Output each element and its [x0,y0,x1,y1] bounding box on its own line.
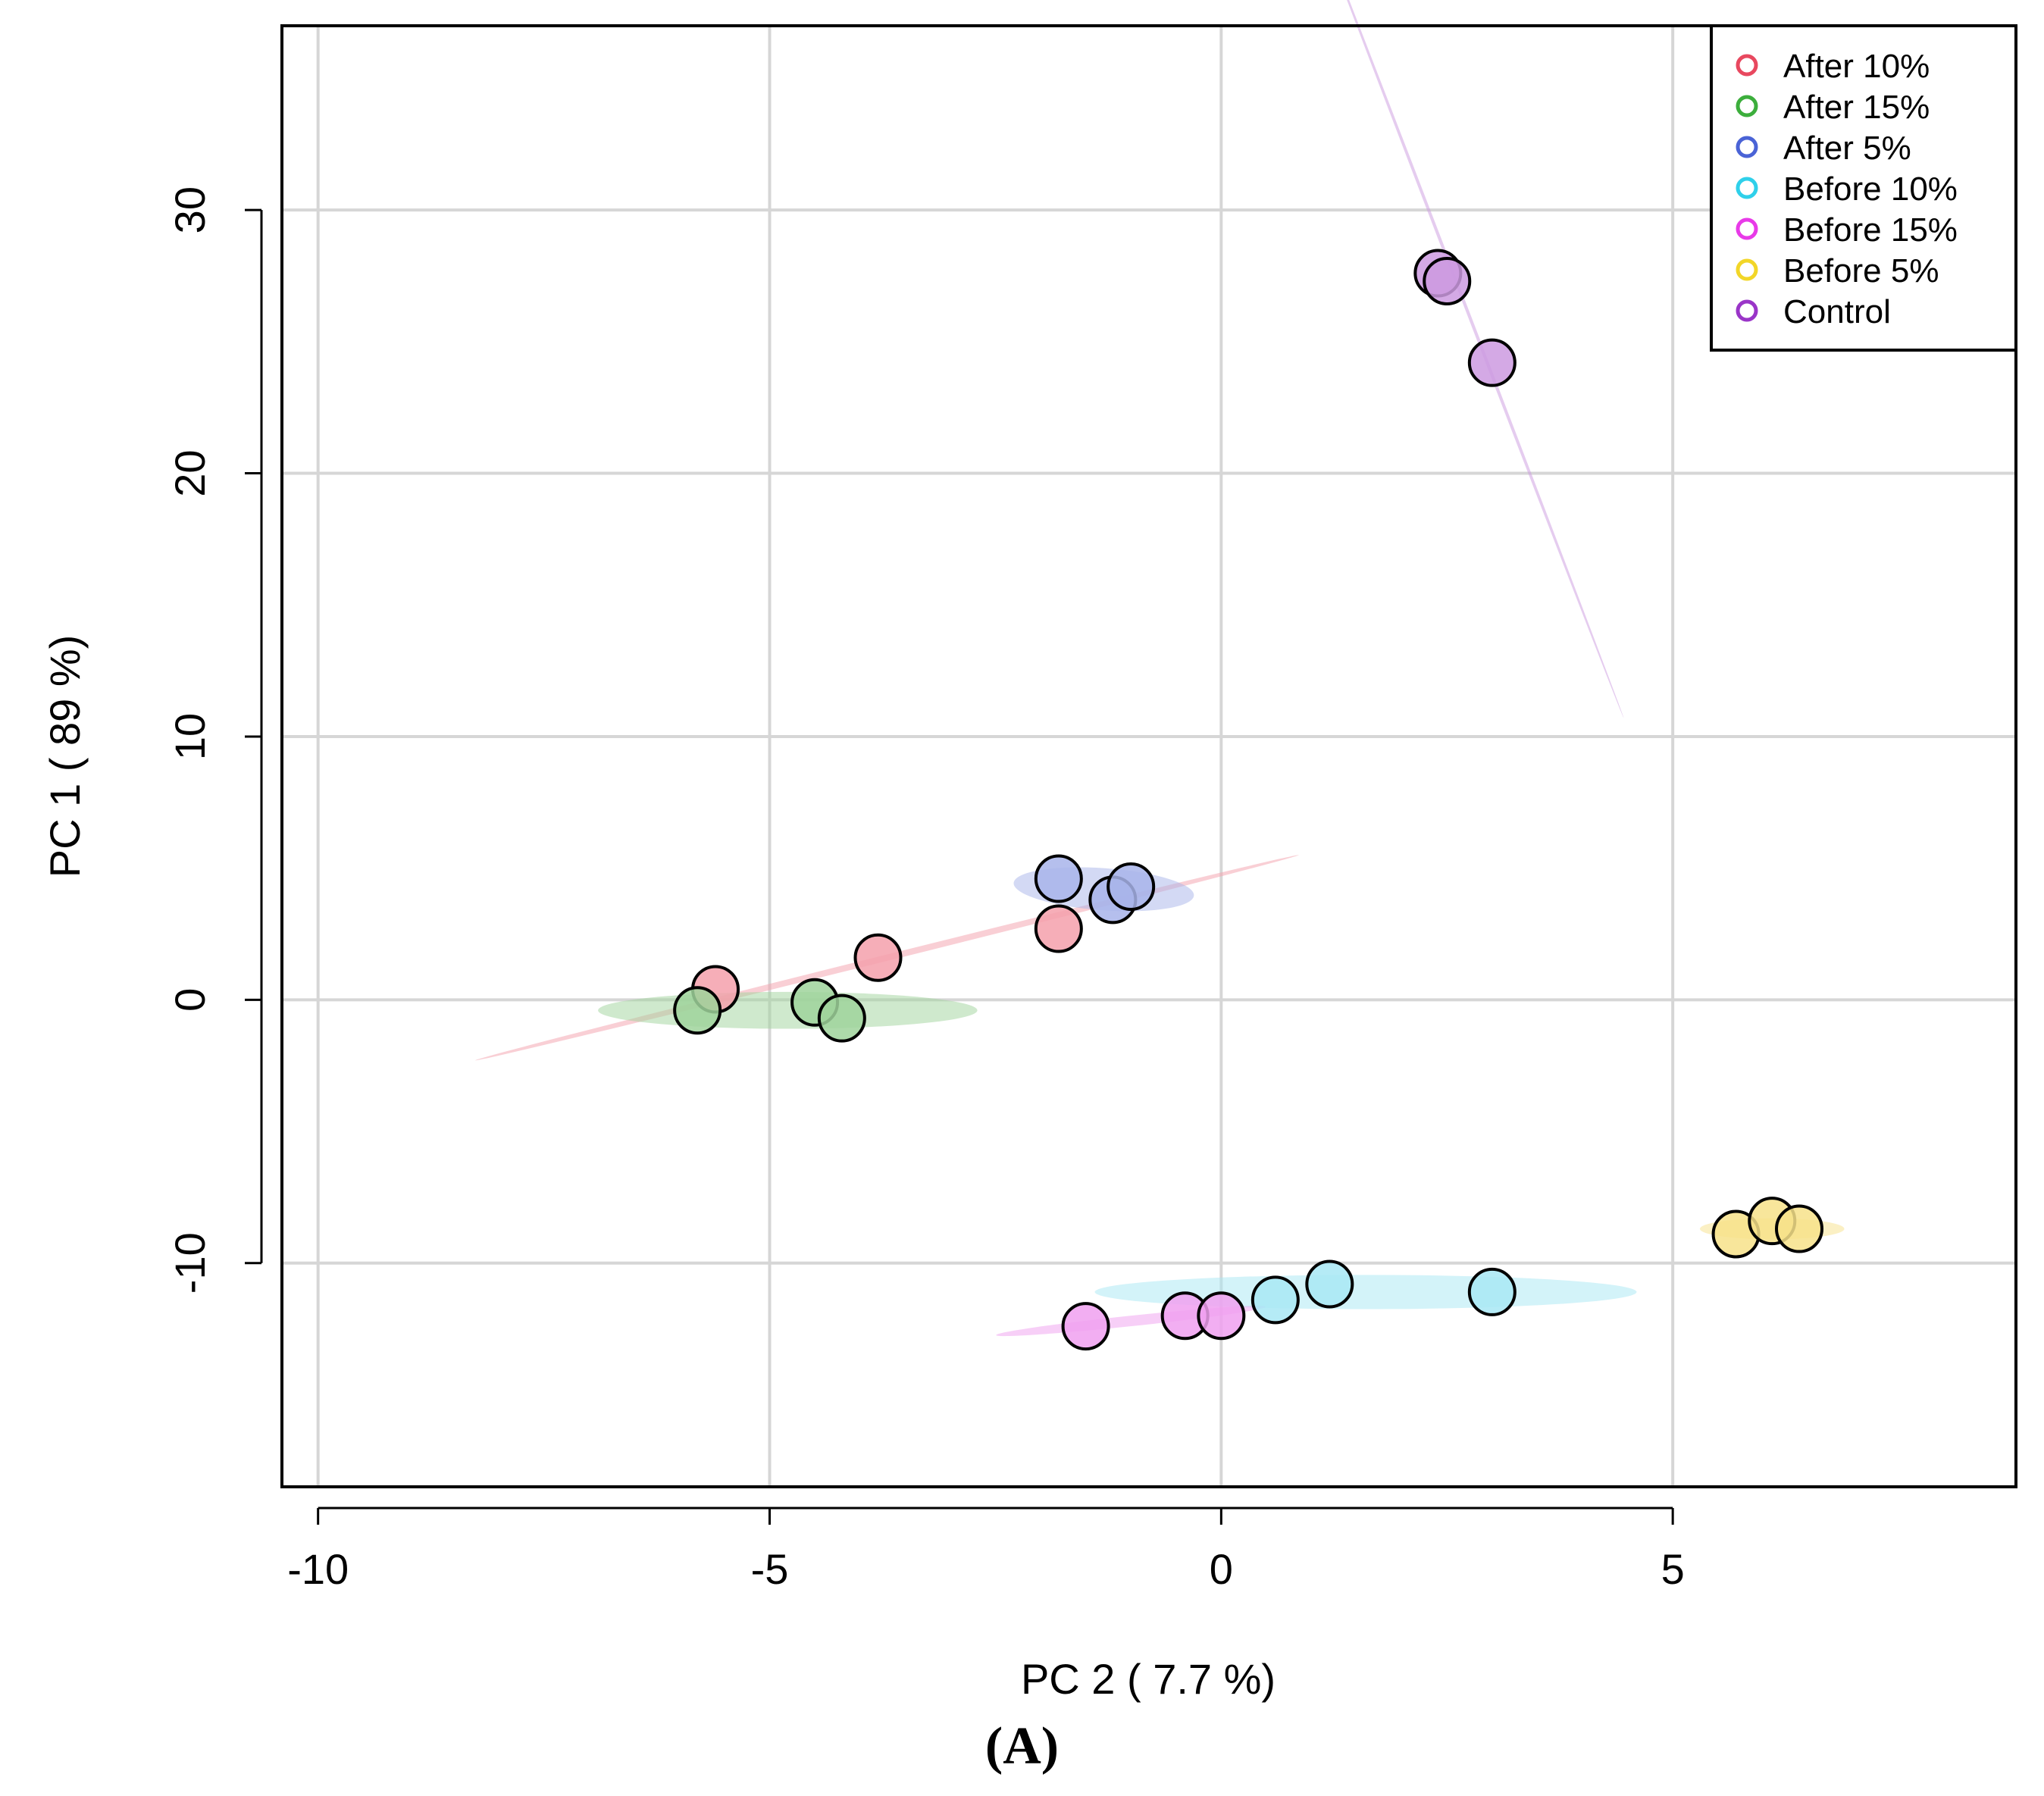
legend-marker [1736,299,1758,322]
data-point [1775,1204,1823,1253]
plot-frame [280,24,2017,1488]
legend-marker [1736,177,1758,199]
legend-label: Before 5% [1783,252,1939,289]
legend-marker [1736,95,1758,117]
x-tick-label: -5 [751,1545,789,1593]
data-point [1061,1302,1110,1351]
legend-marker [1736,258,1758,281]
y-tick-label: -10 [166,1232,214,1294]
figure-caption: (A) [984,1717,1060,1776]
y-axis-title: PC 1 ( 89 %) [41,635,89,878]
data-point [1467,1267,1517,1316]
data-point [1034,854,1083,903]
y-tick-label: 20 [166,449,214,496]
legend-label: After 10% [1783,48,1930,85]
x-tick-label: 5 [1661,1545,1685,1593]
data-point [853,933,903,982]
legend-marker [1736,136,1758,158]
data-point [1034,904,1083,953]
legend-marker [1736,217,1758,240]
x-axis-title: PC 2 ( 7.7 %) [1021,1655,1276,1703]
data-point [673,986,722,1035]
legend-label: Control [1783,293,1891,330]
data-point [1251,1275,1300,1325]
confidence-ellipses [474,0,1845,1337]
x-tick-label: -10 [287,1545,349,1593]
axes: -10 -5 0 5 -10 0 10 20 30 [166,186,1685,1593]
grid-lines [282,26,2016,1487]
legend-items: After 10%After 15%After 5%Before 10%Befo… [1736,48,1958,330]
y-tick-label: 0 [166,988,214,1012]
data-point [1107,862,1156,911]
confidence-ellipse [598,991,978,1029]
legend-label: After 5% [1783,130,1911,167]
data-point [1467,338,1517,387]
confidence-ellipse [1306,0,1624,718]
legend-label: Before 15% [1783,211,1958,249]
data-point [1197,1291,1246,1341]
y-tick-label: 30 [166,186,214,233]
legend-box [1710,24,2017,352]
y-tick-label: 10 [166,713,214,760]
legend-marker [1736,54,1758,77]
data-points [673,249,1823,1351]
data-point [817,993,866,1043]
x-tick-label: 0 [1210,1545,1233,1593]
legend-label: After 15% [1783,89,1930,126]
legend-label: Before 10% [1783,171,1958,208]
data-point [1305,1259,1354,1309]
data-point [1423,256,1472,305]
legend: After 10%After 15%After 5%Before 10%Befo… [1710,24,2017,352]
